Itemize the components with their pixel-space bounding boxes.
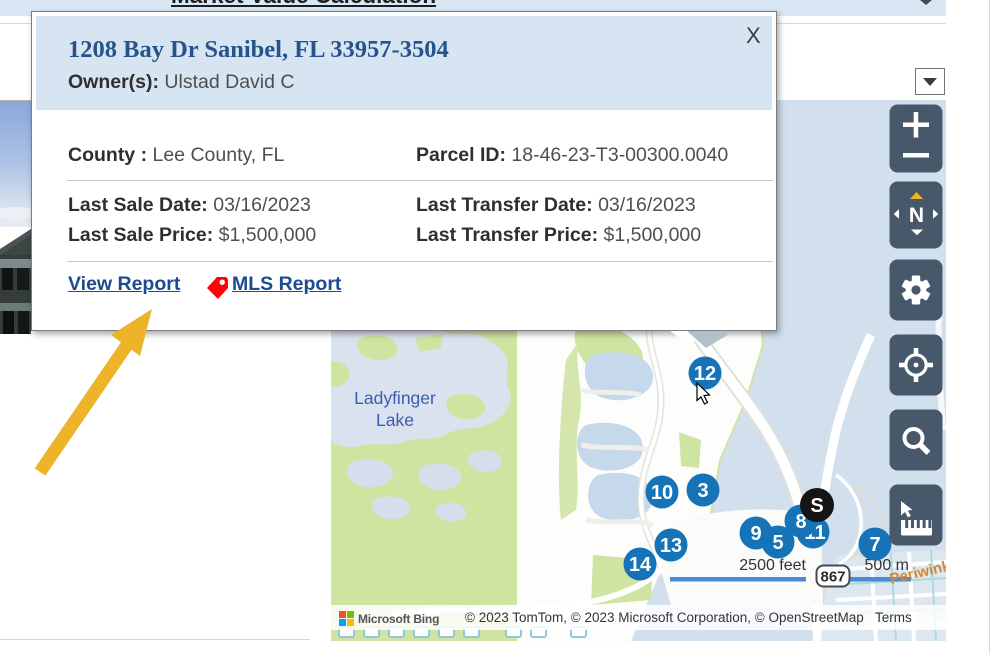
- svg-text:N: N: [909, 204, 924, 227]
- svg-text:Lake: Lake: [376, 410, 414, 430]
- svg-text:S: S: [810, 495, 823, 517]
- svg-text:14: 14: [629, 554, 652, 576]
- svg-text:9: 9: [750, 523, 761, 545]
- svg-text:500 m: 500 m: [865, 557, 909, 574]
- svg-text:867: 867: [820, 569, 845, 586]
- svg-text:7: 7: [869, 534, 880, 556]
- svg-text:5: 5: [772, 532, 783, 554]
- svg-text:12: 12: [694, 363, 716, 385]
- svg-text:8: 8: [795, 511, 806, 533]
- svg-text:10: 10: [651, 482, 673, 504]
- svg-text:3: 3: [697, 480, 708, 502]
- svg-text:Ladyfinger: Ladyfinger: [354, 388, 436, 408]
- svg-text:13: 13: [660, 535, 682, 557]
- svg-text:2500 feet: 2500 feet: [739, 557, 806, 574]
